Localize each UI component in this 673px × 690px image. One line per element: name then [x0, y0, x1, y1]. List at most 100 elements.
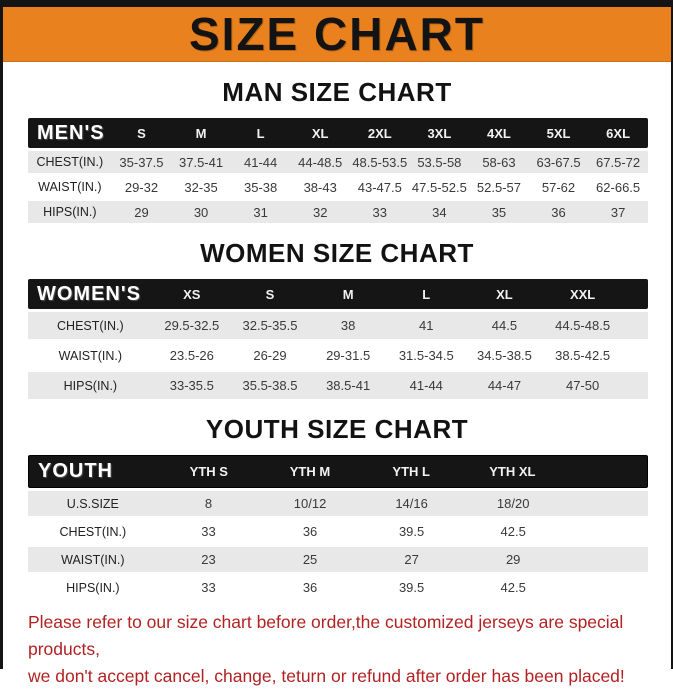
- row-label: U.S.SIZE: [66, 496, 119, 511]
- size-cell: 41: [419, 318, 434, 333]
- men-column-header: M: [195, 125, 207, 141]
- size-cell: 44.5: [491, 318, 518, 333]
- row-label: WAIST(IN.): [58, 348, 123, 363]
- size-cell: 39.5: [398, 580, 425, 595]
- size-cell: 18/20: [496, 496, 530, 511]
- size-cell: 29.5-32.5: [164, 318, 220, 333]
- top-bar: [3, 0, 671, 7]
- men-hips-row: HIPS(IN.) 29 30 31 32 33 34 35 36 37: [28, 201, 648, 223]
- size-cell: 34: [432, 204, 447, 220]
- size-cell: 29: [134, 204, 149, 220]
- size-cell: 47.5-52.5: [411, 179, 467, 195]
- size-cell: 44-48.5: [298, 154, 343, 170]
- women-column-header: S: [265, 286, 275, 302]
- women-section-heading: WOMEN SIZE CHART: [200, 238, 474, 268]
- size-cell: 42.5: [500, 524, 526, 539]
- men-column-header: L: [256, 125, 265, 141]
- row-label: WAIST(IN.): [38, 180, 102, 194]
- size-cell: 31.5-34.5: [398, 348, 454, 363]
- women-column-header: XXL: [569, 286, 596, 302]
- man-section-heading: MAN SIZE CHART: [222, 77, 452, 107]
- youth-table-header-row: YOUTH YTH S YTH M YTH L YTH XL: [28, 455, 648, 488]
- size-cell: 35-38: [244, 179, 278, 195]
- row-label: HIPS(IN.): [43, 205, 97, 219]
- size-cell: 67.5-72: [596, 154, 641, 170]
- title-banner: SIZE CHART: [3, 7, 671, 62]
- size-cell: 63-67.5: [536, 154, 581, 170]
- size-cell: 14/16: [395, 496, 428, 511]
- size-cell: 41-44: [244, 154, 278, 170]
- size-cell: 30: [193, 204, 209, 220]
- youth-ussize-row: U.S.SIZE 8 10/12 14/16 18/20: [28, 491, 648, 516]
- youth-chest-row: CHEST(IN.) 33 36 39.5 42.5: [28, 519, 648, 544]
- row-label: WAIST(IN.): [61, 552, 125, 567]
- size-cell: 27: [404, 552, 419, 567]
- size-cell: 32.5-35.5: [242, 318, 298, 333]
- size-cell: 35-37.5: [119, 154, 164, 170]
- size-cell: 38: [340, 318, 356, 333]
- size-cell: 33: [372, 204, 388, 220]
- row-label: HIPS(IN.): [63, 378, 118, 393]
- youth-size-table: YOUTH YTH S YTH M YTH L YTH XL U.S.SIZE …: [28, 455, 648, 600]
- size-cell: 36: [302, 524, 318, 539]
- women-table-corner-label: WOMEN'S: [37, 282, 141, 305]
- size-cell: 36: [302, 580, 318, 595]
- men-size-table: MEN'S S M L XL 2XL 3XL 4XL 5XL 6XL CHEST…: [28, 118, 648, 223]
- size-cell: 8: [204, 496, 213, 511]
- size-cell: 10/12: [293, 496, 327, 511]
- size-cell: 38.5-41: [326, 378, 371, 393]
- women-column-header: M: [342, 286, 354, 302]
- page-title: SIZE CHART: [189, 8, 485, 60]
- size-cell: 29-32: [124, 179, 159, 195]
- size-cell: 58-63: [482, 154, 516, 170]
- men-column-header: 5XL: [546, 125, 571, 141]
- size-cell: 36: [551, 204, 566, 220]
- size-cell: 33: [201, 524, 216, 539]
- size-cell: 25: [302, 552, 318, 567]
- men-column-header: 3XL: [427, 125, 452, 141]
- size-cell: 38.5-42.5: [555, 348, 611, 363]
- youth-column-header: YTH S: [189, 464, 228, 479]
- women-size-table: WOMEN'S XS S M L XL XXL CHEST(IN.) 29.5-…: [28, 279, 648, 399]
- size-cell: 62-66.5: [596, 179, 641, 195]
- size-cell: 38-43: [303, 179, 337, 195]
- size-cell: 32-35: [184, 179, 218, 195]
- men-table-corner-label: MEN'S: [37, 121, 105, 144]
- women-column-header: XS: [183, 286, 201, 302]
- size-cell: 37.5-41: [179, 154, 224, 170]
- row-label: CHEST(IN.): [36, 155, 104, 169]
- size-cell: 34.5-38.5: [476, 348, 532, 363]
- footer-note: Please refer to our size chart before or…: [28, 609, 661, 690]
- size-cell: 44-47: [487, 378, 522, 393]
- size-cell: 31: [253, 204, 268, 220]
- women-table-header-row: WOMEN'S XS S M L XL XXL: [28, 279, 648, 309]
- youth-waist-row: WAIST(IN.) 23 25 27 29: [28, 547, 648, 572]
- men-chest-row: CHEST(IN.) 35-37.5 37.5-41 41-44 44-48.5…: [28, 151, 648, 173]
- size-cell: 33: [201, 580, 216, 595]
- youth-column-header: YTH M: [289, 464, 331, 479]
- size-cell: 23.5-26: [169, 348, 214, 363]
- size-cell: 57-62: [541, 179, 576, 195]
- women-column-header: XL: [496, 286, 513, 302]
- row-label: HIPS(IN.): [66, 580, 120, 595]
- size-cell: 33-35.5: [169, 378, 214, 393]
- size-cell: 42.5: [500, 580, 526, 595]
- size-cell: 39.5: [398, 524, 425, 539]
- row-label: CHEST(IN.): [59, 524, 127, 539]
- size-cell: 53.5-58: [417, 154, 462, 170]
- youth-table-corner-label: YOUTH: [38, 460, 113, 482]
- size-cell: 47-50: [565, 378, 600, 393]
- size-cell: 43-47.5: [357, 179, 402, 195]
- youth-column-header: YTH L: [392, 464, 430, 479]
- women-hips-row: HIPS(IN.) 33-35.5 35.5-38.5 38.5-41 41-4…: [28, 372, 648, 399]
- size-cell: 29: [505, 552, 521, 567]
- size-cell: 41-44: [409, 378, 443, 393]
- note-line-2: we don't accept cancel, change, teturn o…: [28, 666, 625, 686]
- women-column-header: L: [422, 286, 431, 302]
- youth-column-header: YTH XL: [489, 464, 536, 479]
- size-cell: 37: [610, 204, 626, 220]
- size-cell: 35.5-38.5: [242, 378, 298, 393]
- women-chest-row: CHEST(IN.) 29.5-32.5 32.5-35.5 38 41 44.…: [28, 312, 648, 339]
- note-line-1: Please refer to our size chart before or…: [28, 612, 624, 659]
